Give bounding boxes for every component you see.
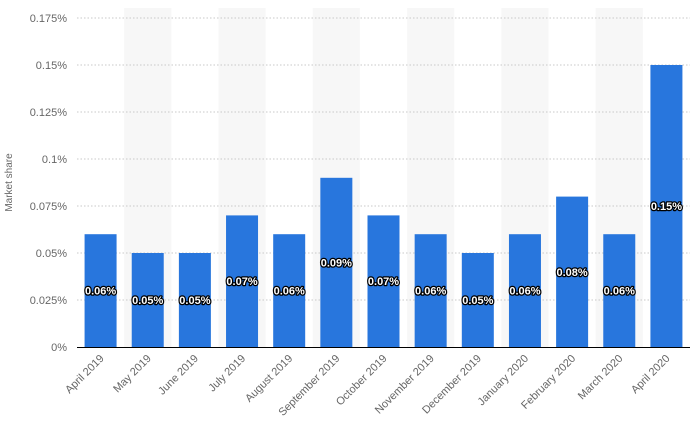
data-label: 0.05% [132,295,163,307]
data-label: 0.06% [85,286,116,298]
x-tick-label: August 2019 [243,353,295,405]
bar [556,196,589,347]
data-label: 0.07% [368,276,399,288]
data-label: 0.06% [415,286,446,298]
y-tick-label: 0.175% [30,13,68,25]
bar [461,253,494,347]
bar [131,253,164,347]
bar [603,234,636,347]
x-tick-label: May 2019 [111,353,154,396]
bar [178,253,211,347]
data-label: 0.06% [604,286,635,298]
bar [320,177,353,347]
data-label: 0.09% [321,257,352,269]
y-tick-label: 0.125% [30,107,68,119]
y-tick-label: 0.075% [30,201,68,213]
data-label: 0.05% [462,295,493,307]
x-tick-label: June 2019 [156,353,201,398]
y-tick-label: 0.025% [30,295,68,307]
y-tick-label: 0.15% [36,60,67,72]
bar [84,234,117,347]
data-label: 0.06% [509,286,540,298]
bar [226,215,259,347]
bar [650,65,683,347]
x-tick-label: July 2019 [206,353,248,395]
y-tick-label: 0.1% [42,154,67,166]
bar [273,234,306,347]
data-label: 0.08% [557,267,588,279]
y-axis-label: Market share [4,153,15,212]
x-tick-label: April 2019 [63,353,107,397]
data-label: 0.15% [651,201,682,213]
data-label: 0.06% [274,286,305,298]
bar [367,215,400,347]
data-label: 0.07% [226,276,257,288]
y-tick-label: 0% [51,342,67,354]
data-label: 0.05% [179,295,210,307]
bar [508,234,541,347]
bar [414,234,447,347]
x-tick-label: March 2020 [576,353,626,403]
y-tick-label: 0.05% [36,248,67,260]
x-tick-label: April 2020 [629,353,673,397]
